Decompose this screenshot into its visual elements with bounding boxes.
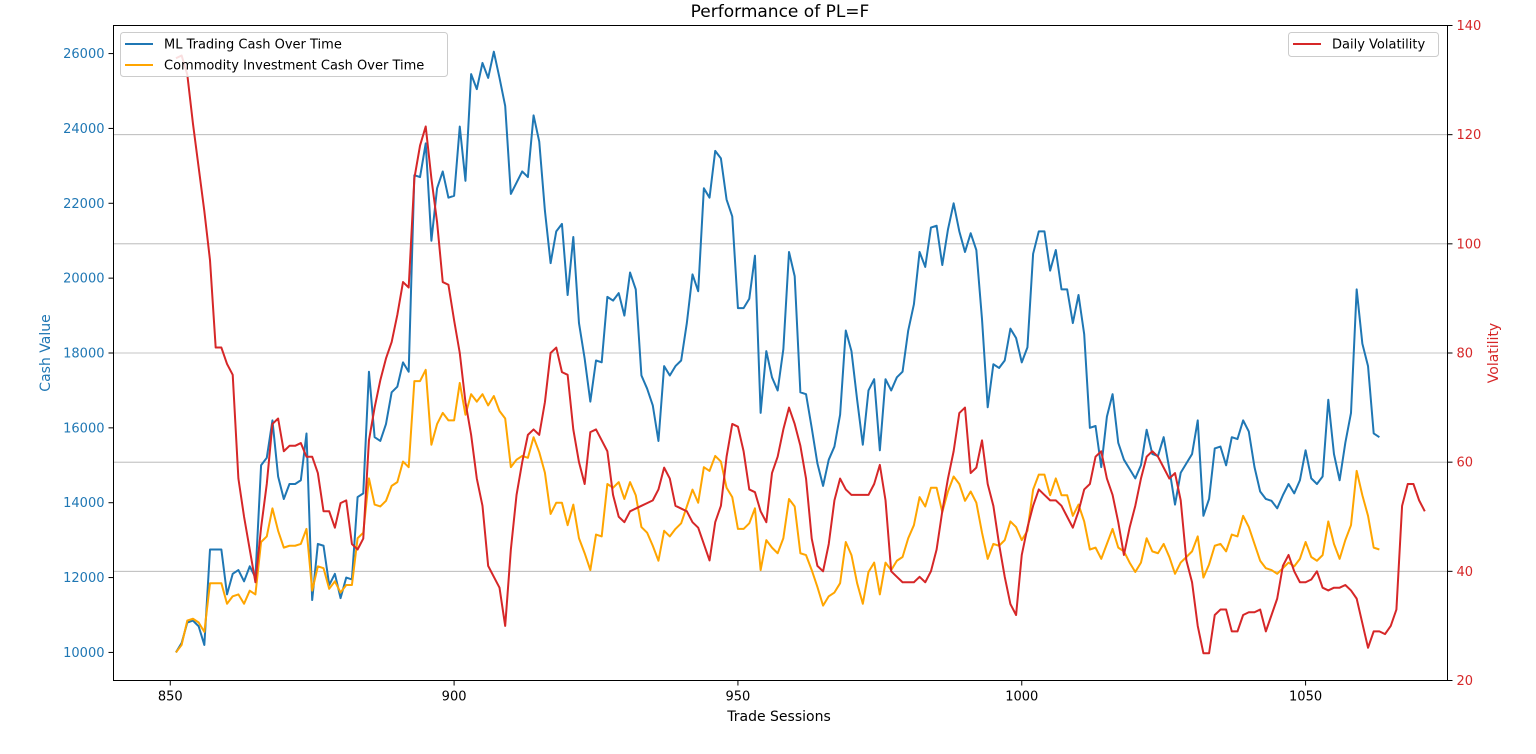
y-left-tick-label: 14000	[63, 496, 104, 511]
series-line-volatility	[175, 54, 1426, 655]
y-left-tick-label: 26000	[63, 47, 104, 62]
y-right-tick-label: 140	[1457, 19, 1482, 34]
y-left-tick-label: 12000	[63, 571, 104, 586]
y-right-tick-label: 20	[1457, 674, 1474, 689]
legend-right-box	[1288, 32, 1439, 57]
legend-label-commodity: Commodity Investment Cash Over Time	[164, 59, 424, 74]
y-left-tick-label: 16000	[63, 421, 104, 436]
x-axis-title: Trade Sessions	[726, 709, 831, 725]
y-right-tick-label: 80	[1457, 347, 1474, 362]
chart-title: Performance of PL=F	[691, 2, 870, 22]
x-axis: 850 900 950 1000 1050	[158, 680, 1322, 705]
y-right-tick-label: 100	[1457, 237, 1482, 252]
y-right-tick-label: 60	[1457, 456, 1474, 471]
series-line-commodity	[175, 368, 1380, 654]
y-left-tick-label: 18000	[63, 347, 104, 362]
x-tick-label: 1000	[1005, 690, 1038, 705]
y-left-tick-label: 20000	[63, 272, 104, 287]
y-axis-right: 20 40 60 80 100 120 140	[1447, 19, 1482, 689]
y-axis-left-title: Cash Value	[38, 314, 54, 391]
y-right-tick-label: 40	[1457, 565, 1474, 580]
x-tick-label: 900	[442, 690, 467, 705]
y-left-tick-label: 24000	[63, 122, 104, 137]
y-axis-left: 10000 12000 14000 16000 18000 20000 22000 24000…	[63, 47, 114, 661]
series-line-ml-trading	[175, 50, 1380, 653]
legend-left: ML Trading Cash Over Time Commodity Inve…	[120, 32, 448, 77]
legend-label-volatility: Daily Volatility	[1332, 38, 1425, 53]
legend-label-ml: ML Trading Cash Over Time	[164, 38, 342, 53]
y-right-tick-label: 120	[1457, 128, 1482, 143]
x-tick-label: 850	[158, 690, 183, 705]
y-left-tick-label: 22000	[63, 197, 104, 212]
x-tick-label: 950	[726, 690, 751, 705]
y-left-tick-label: 10000	[63, 646, 104, 661]
plot-lines	[175, 50, 1426, 655]
legend-left-box	[120, 32, 448, 77]
y-axis-right-title: Volatility	[1486, 323, 1502, 383]
x-tick-label: 1050	[1289, 690, 1322, 705]
legend-right: Daily Volatility	[1288, 32, 1439, 57]
